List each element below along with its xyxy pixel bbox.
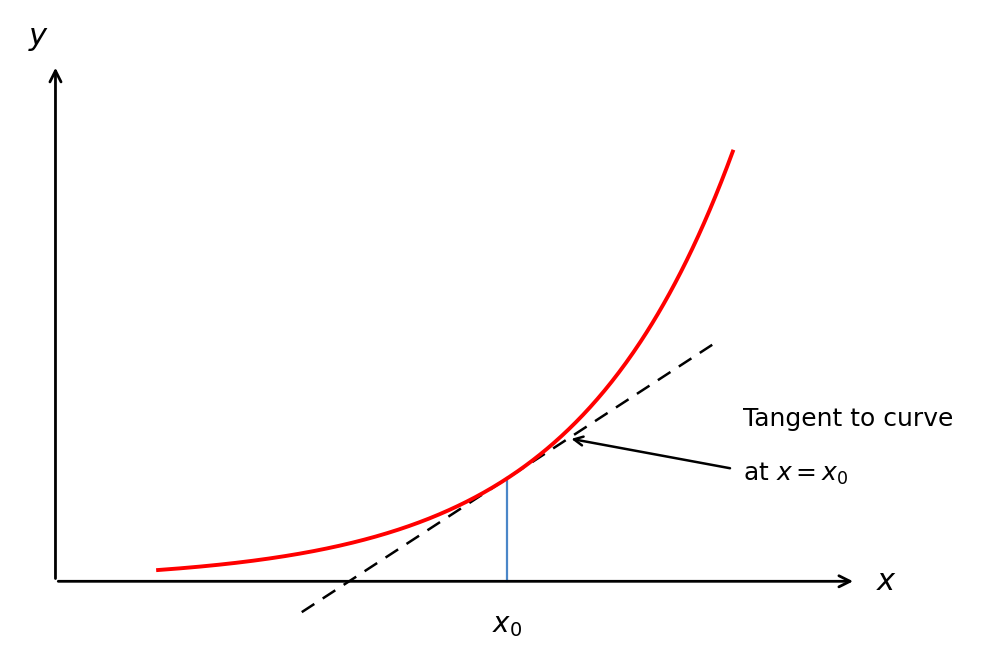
Text: $y$: $y$	[29, 22, 50, 53]
Text: at $x = x_0$: at $x = x_0$	[743, 461, 848, 487]
Text: $x$: $x$	[876, 566, 898, 597]
Text: Tangent to curve: Tangent to curve	[743, 407, 953, 431]
Text: $x_0$: $x_0$	[492, 611, 522, 639]
